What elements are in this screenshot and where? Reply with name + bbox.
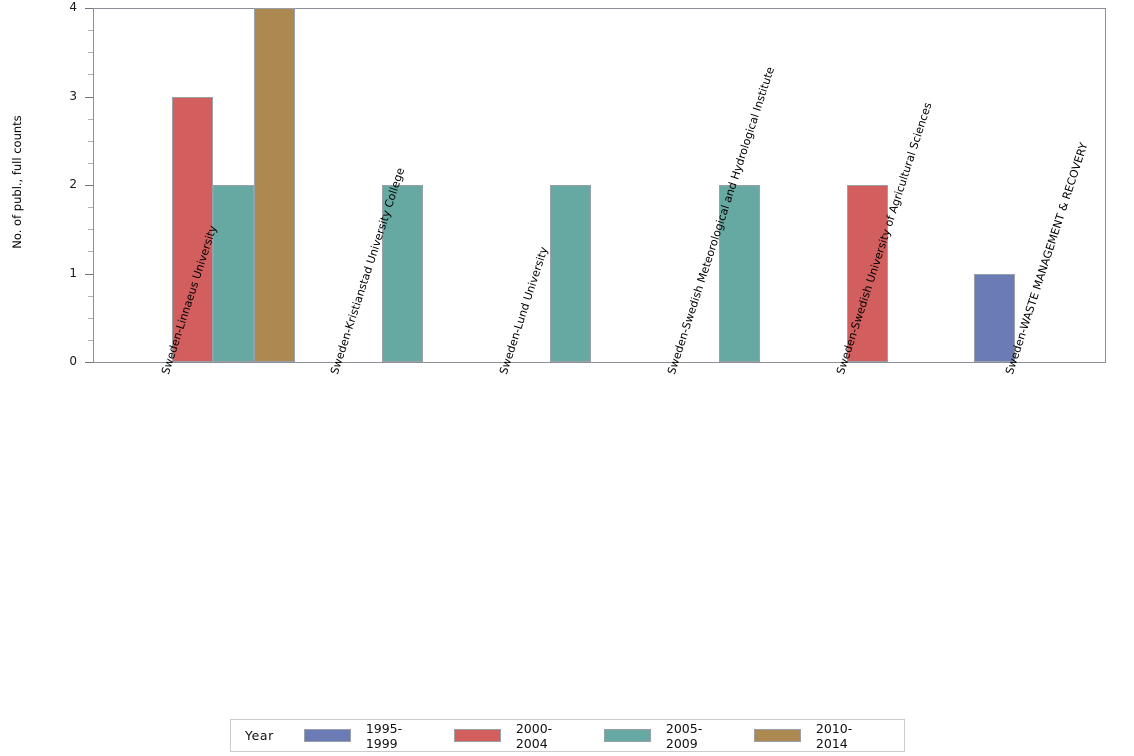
bar[interactable] [381,185,423,362]
y-tick-label: 0 [69,354,77,368]
legend-title: Year [245,728,274,743]
legend-swatch [453,729,501,742]
legend-swatch [753,729,801,742]
y-tick-major [85,96,93,98]
legend-item[interactable]: 2010-2014 [753,720,876,751]
y-tick-minor [88,251,93,253]
y-tick-minor [88,339,93,341]
legend-items: 1995-1999 2000-2004 2005-2009 2010-2014 [303,720,904,751]
legend-item[interactable]: 2005-2009 [603,720,726,751]
legend-swatch [303,729,351,742]
bars-layer [93,8,1105,362]
legend-label: 2010-2014 [815,720,853,751]
y-tick-major [85,8,93,9]
bar[interactable] [213,185,254,362]
y-tick-minor [88,229,93,231]
y-tick-minor [88,162,93,164]
legend-label: 1995-1999 [365,720,403,751]
legend: Year 1995-1999 2000-2004 2005-2009 2010-201… [230,719,905,752]
legend-swatch [603,729,651,742]
bar[interactable] [846,185,888,362]
y-tick-minor [88,140,93,142]
legend-label: 2000-2004 [515,720,553,751]
x-axis-line [93,362,1106,363]
plot-right-border [1105,8,1106,362]
bar[interactable] [974,273,1016,362]
plot-area [93,8,1106,363]
legend-label: 2005-2009 [665,720,703,751]
bar[interactable] [550,185,592,362]
bar[interactable] [172,96,213,362]
y-axis-label: No. of publ., full counts [10,115,24,249]
y-tick-minor [88,118,93,120]
y-tick-minor [88,317,93,319]
y-tick-label: 4 [69,0,77,14]
legend-item[interactable]: 2000-2004 [453,720,576,751]
y-tick-major [85,362,93,363]
y-tick-major [85,273,93,275]
y-tick-label: 2 [69,177,77,191]
y-tick-minor [88,295,93,297]
y-tick-minor [88,30,93,32]
bar[interactable] [254,8,295,362]
y-tick-minor [88,74,93,76]
bar[interactable] [719,185,760,362]
y-tick-label: 3 [69,88,77,103]
y-tick-minor [88,207,93,209]
y-tick-label: 1 [69,265,77,280]
y-tick-major [85,185,93,186]
y-tick-minor [88,52,93,54]
legend-item[interactable]: 1995-1999 [303,720,426,751]
